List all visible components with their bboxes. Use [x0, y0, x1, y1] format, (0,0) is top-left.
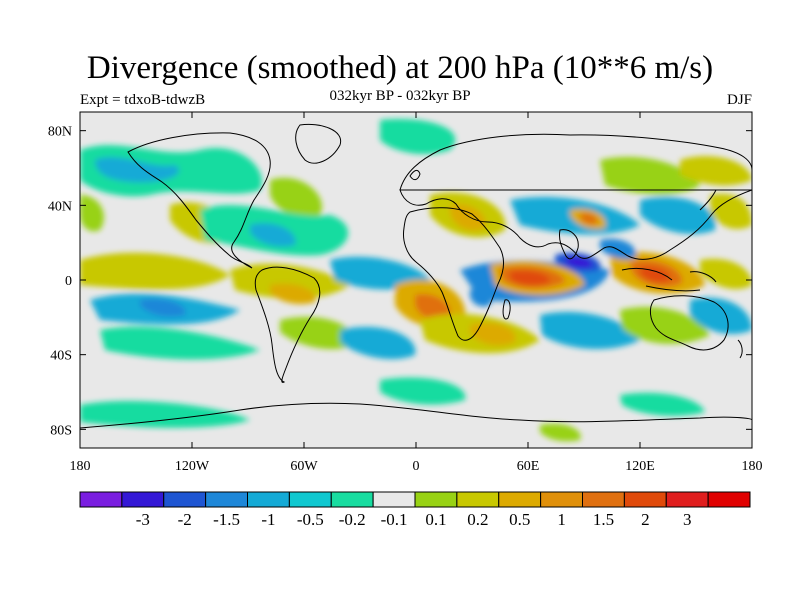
divergence-field	[80, 119, 752, 442]
field-region-neg	[380, 119, 456, 155]
field-blobs	[80, 119, 752, 442]
field-region-neg	[140, 298, 186, 317]
x-tick-label: 120W	[175, 459, 210, 474]
colorbar-label: -3	[136, 510, 150, 529]
season-label: DJF	[726, 92, 752, 108]
x-axis-ticks: 180 120W 60W 0 60E 120E 180	[70, 112, 763, 474]
colorbar-swatch	[540, 491, 583, 508]
coast-madagascar	[502, 299, 511, 320]
field-region-pos	[700, 258, 752, 290]
colorbar-swatch	[79, 491, 123, 508]
colorbar-swatch	[330, 491, 374, 508]
y-axis-ticks: 80N 40N 0 40S 80S	[48, 125, 752, 438]
colorbar-swatch	[247, 491, 290, 508]
colorbar-swatch	[163, 491, 207, 508]
y-tick-label: 0	[65, 274, 72, 289]
y-tick-label: 40N	[48, 199, 72, 214]
coast-india	[559, 229, 579, 260]
colorbar-swatch	[498, 491, 542, 508]
colorbar-label: -0.1	[381, 510, 408, 529]
chart-title: Divergence (smoothed) at 200 hPa (10**6 …	[86, 50, 714, 86]
colorbar-label: 0.2	[467, 510, 488, 529]
y-tick-label: 80S	[50, 423, 72, 438]
colorbar-swatch	[205, 491, 248, 508]
field-region-neg	[620, 392, 705, 416]
field-region-pos	[270, 283, 316, 305]
coast-australia	[649, 295, 729, 351]
x-tick-label: 60W	[290, 459, 318, 474]
y-tick-label: 40S	[50, 349, 72, 364]
field-region-neg	[470, 288, 491, 307]
colorbar-label: -0.5	[297, 510, 324, 529]
x-tick-label: 180	[70, 459, 91, 474]
coast-antarctica	[80, 402, 752, 429]
colorbar-label: 1.5	[593, 510, 614, 529]
colorbar-label: -2	[178, 510, 192, 529]
field-region-pos	[580, 213, 598, 225]
field-region-pos	[415, 294, 451, 321]
colorbar-swatch	[582, 491, 625, 508]
field-region-pos	[280, 316, 356, 350]
field-region-pos	[80, 252, 230, 290]
coastlines	[80, 123, 752, 429]
coast-north-america	[127, 132, 271, 269]
field-region-pos	[80, 195, 104, 232]
field-region-neg	[690, 297, 752, 335]
field-region-pos	[620, 306, 710, 344]
colorbar-label: -1.5	[213, 510, 240, 529]
field-region-neg	[340, 326, 416, 360]
colorbar: -3 -2 -1.5 -1 -0.5 -0.2 -0.1 0.1 0.2 0.5 1 1.5 2 3	[79, 491, 751, 529]
colorbar-label: -1	[261, 510, 275, 529]
field-region-pos	[600, 156, 700, 195]
field-region-pos	[680, 156, 752, 186]
coast-maritime-islands	[621, 267, 717, 292]
field-region-pos	[450, 204, 486, 231]
colorbar-swatch	[372, 491, 416, 508]
colorbar-label: 3	[683, 510, 692, 529]
field-region-neg	[95, 157, 179, 183]
x-tick-label: 60E	[517, 459, 540, 474]
colorbar-swatch	[456, 491, 500, 508]
coast-japan	[699, 189, 717, 211]
colorbar-label: 2	[641, 510, 650, 529]
colorbar-swatch	[707, 491, 751, 508]
x-tick-label: 0	[413, 459, 420, 474]
coast-south-america	[254, 266, 321, 383]
field-region-pos	[510, 270, 551, 286]
colorbar-label: 0.1	[425, 510, 446, 529]
x-tick-label: 180	[742, 459, 763, 474]
y-tick-label: 80N	[48, 125, 72, 140]
field-region-neg	[380, 377, 466, 405]
field-region-neg	[540, 311, 640, 350]
field-region-pos	[640, 266, 671, 283]
colorbar-swatch	[414, 491, 458, 508]
coast-greenland	[295, 123, 342, 164]
field-region-neg	[330, 256, 430, 290]
colorbar-swatch	[665, 491, 709, 508]
colorbar-swatch	[288, 491, 332, 508]
field-region-pos	[470, 322, 516, 346]
field-region-pos	[540, 423, 581, 442]
field-region-neg	[600, 238, 636, 260]
coast-uk	[409, 169, 421, 181]
field-region-neg	[80, 400, 250, 428]
coast-eurasia	[399, 133, 752, 260]
colorbar-swatch	[623, 491, 667, 508]
field-region-neg	[100, 326, 260, 360]
colorbar-label: 1	[557, 510, 566, 529]
coast-new-zealand	[737, 339, 743, 359]
colorbar-label: -0.2	[339, 510, 366, 529]
x-tick-label: 120E	[625, 459, 655, 474]
experiment-label: Expt = tdxoB-tdwzB	[80, 92, 206, 108]
field-region-neg	[565, 256, 593, 269]
field-region-pos	[270, 177, 322, 219]
field-region-pos	[710, 193, 752, 230]
colorbar-swatch	[121, 491, 165, 508]
chart-subtitle: 032kyr BP - 032kyr BP	[329, 88, 471, 104]
field-region-neg	[640, 196, 716, 235]
field-region-neg	[250, 223, 296, 247]
colorbar-label: 0.5	[509, 510, 530, 529]
coast-africa	[403, 207, 505, 341]
